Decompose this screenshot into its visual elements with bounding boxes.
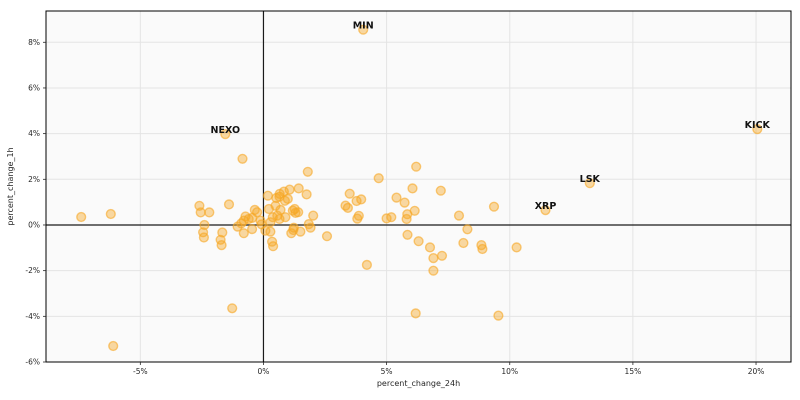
data-point: [302, 166, 313, 177]
y-tick-label: -4%: [25, 312, 40, 321]
x-tick-label: 20%: [748, 367, 765, 376]
data-point: [402, 229, 413, 240]
data-point: [108, 340, 119, 352]
data-point: [399, 197, 410, 208]
data-point: [268, 241, 279, 252]
point-label-min: MIN: [353, 21, 374, 32]
data-point: [198, 232, 210, 243]
data-point: [424, 242, 436, 253]
data-point: [237, 153, 248, 164]
data-point: [410, 308, 421, 319]
data-point: [435, 185, 446, 196]
y-tick-label: -6%: [25, 358, 40, 367]
data-point: [453, 210, 465, 221]
data-point: [252, 207, 263, 218]
y-tick-label: 6%: [28, 83, 40, 92]
x-tick-label: 10%: [501, 367, 518, 376]
data-point: [391, 192, 402, 203]
data-point: [488, 201, 500, 212]
data-point: [204, 207, 215, 218]
point-label-nexo: NEXO: [211, 125, 241, 136]
x-tick-label: -5%: [133, 367, 148, 376]
data-point: [105, 208, 116, 220]
y-tick-label: 0%: [28, 220, 40, 229]
data-point: [220, 129, 231, 140]
data-point: [282, 193, 293, 205]
data-point: [752, 124, 763, 135]
point-label-lsk: LSK: [580, 174, 601, 185]
y-tick-label: 8%: [28, 38, 40, 47]
data-point: [344, 188, 355, 199]
data-point: [386, 212, 397, 223]
data-point: [308, 210, 319, 221]
x-tick-label: 5%: [381, 367, 393, 376]
data-point: [462, 224, 473, 235]
y-tick-label: 4%: [28, 129, 40, 138]
data-point: [401, 213, 412, 225]
data-point: [199, 219, 210, 231]
data-point: [358, 24, 369, 35]
data-point: [284, 184, 295, 195]
data-point: [217, 227, 228, 238]
data-point: [428, 265, 439, 276]
data-point: [227, 303, 238, 314]
plot-area: [46, 11, 791, 362]
x-axis-label: percent_change_24h: [377, 379, 460, 388]
data-point: [76, 211, 87, 223]
data-point: [493, 310, 504, 321]
data-point: [511, 242, 522, 253]
data-point: [265, 217, 276, 228]
data-point: [356, 194, 367, 205]
data-point: [411, 161, 422, 172]
data-point: [195, 207, 206, 218]
point-label-kick: KICK: [745, 120, 771, 131]
data-point: [373, 173, 384, 184]
data-point: [352, 213, 363, 224]
data-point: [584, 178, 595, 189]
data-point: [436, 250, 448, 261]
data-point: [247, 224, 258, 235]
data-point: [303, 219, 314, 230]
x-tick-label: 0%: [258, 367, 270, 376]
plot-border: [45, 10, 792, 363]
data-point: [301, 189, 312, 200]
data-point: [223, 199, 235, 210]
x-tick-label: 15%: [625, 367, 642, 376]
point-label-xrp: XRP: [535, 201, 557, 212]
data-point: [477, 243, 488, 255]
data-point: [413, 236, 424, 247]
data-point: [288, 224, 299, 236]
data-point: [216, 240, 227, 251]
data-point: [280, 212, 291, 223]
y-axis-label: percent_change_1h: [6, 147, 15, 225]
data-point: [458, 237, 469, 249]
data-point: [321, 231, 333, 242]
data-point: [238, 228, 249, 239]
y-tick-label: 2%: [28, 175, 40, 184]
data-point: [342, 202, 354, 214]
data-point: [262, 190, 274, 201]
data-point: [293, 183, 304, 194]
data-point: [428, 253, 439, 264]
data-point: [361, 259, 373, 271]
data-point: [290, 207, 301, 219]
data-point: [407, 183, 418, 194]
data-point: [260, 225, 271, 236]
data-point: [540, 205, 551, 216]
y-tick-label: -2%: [25, 266, 40, 275]
